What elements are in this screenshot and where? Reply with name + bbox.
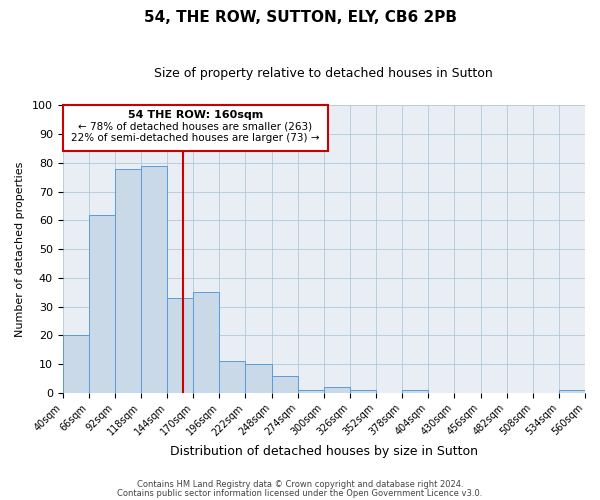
Bar [350,390,376,393]
Bar [62,106,328,152]
Text: 54 THE ROW: 160sqm: 54 THE ROW: 160sqm [128,110,263,120]
Bar [167,298,193,393]
Bar [141,166,167,393]
X-axis label: Distribution of detached houses by size in Sutton: Distribution of detached houses by size … [170,444,478,458]
Text: Contains HM Land Registry data © Crown copyright and database right 2024.: Contains HM Land Registry data © Crown c… [137,480,463,489]
Bar [324,387,350,393]
Text: Contains public sector information licensed under the Open Government Licence v3: Contains public sector information licen… [118,488,482,498]
Bar [89,214,115,393]
Bar [220,361,245,393]
Bar [559,390,585,393]
Text: ← 78% of detached houses are smaller (263): ← 78% of detached houses are smaller (26… [78,122,313,132]
Bar [402,390,428,393]
Bar [298,390,324,393]
Bar [193,292,220,393]
Bar [115,168,141,393]
Bar [272,376,298,393]
Bar [245,364,272,393]
Y-axis label: Number of detached properties: Number of detached properties [15,162,25,336]
Text: 22% of semi-detached houses are larger (73) →: 22% of semi-detached houses are larger (… [71,134,320,143]
Text: 54, THE ROW, SUTTON, ELY, CB6 2PB: 54, THE ROW, SUTTON, ELY, CB6 2PB [143,10,457,25]
Title: Size of property relative to detached houses in Sutton: Size of property relative to detached ho… [154,68,493,80]
Bar [62,336,89,393]
